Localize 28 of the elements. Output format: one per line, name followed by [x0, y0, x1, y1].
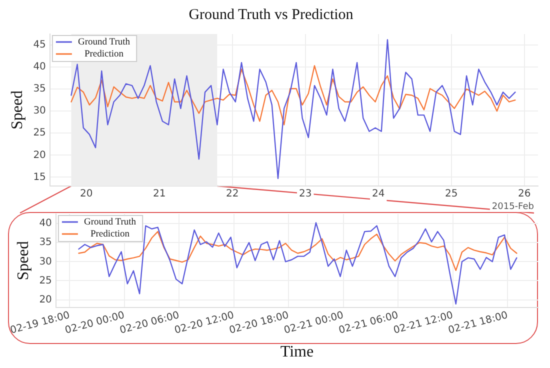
y-tick-label: 45 [33, 40, 46, 51]
y-tick-label: 40 [33, 62, 46, 73]
legend-label: Ground Truth [84, 218, 136, 228]
x-tick-label: 25 [444, 188, 458, 200]
y-tick-label: 20 [39, 294, 52, 306]
y-tick-label: 15 [33, 172, 46, 183]
x-axis-title: Time [280, 344, 314, 361]
x-tick-label: 20 [80, 188, 93, 200]
legend-label: Prediction [84, 50, 124, 60]
x-tick-label: 26 [518, 188, 531, 200]
y-tick-label: 30 [33, 106, 46, 117]
y-tick-label: 35 [39, 237, 52, 248]
y-tick-label: 20 [33, 150, 46, 161]
y-axis-title: Speed [14, 241, 32, 280]
y-tick-label: 30 [39, 256, 52, 268]
y-tick-label: 25 [33, 128, 46, 139]
x-tick-label: 21 [153, 188, 166, 200]
y-tick-label: 35 [33, 84, 46, 95]
chart-title: Ground Truth vs Prediction [188, 6, 354, 23]
text: 2015-Feb [492, 202, 534, 212]
y-tick-label: 25 [39, 275, 52, 286]
x-tick-label: 23 [299, 188, 312, 200]
legend-label: Ground Truth [78, 38, 130, 48]
y-tick-label: 40 [39, 218, 52, 230]
y-axis-title: Speed [8, 90, 26, 130]
legend-label: Prediction [90, 230, 130, 240]
x-tick-label: 24 [372, 188, 385, 200]
x-tick-label: 22 [226, 188, 239, 200]
